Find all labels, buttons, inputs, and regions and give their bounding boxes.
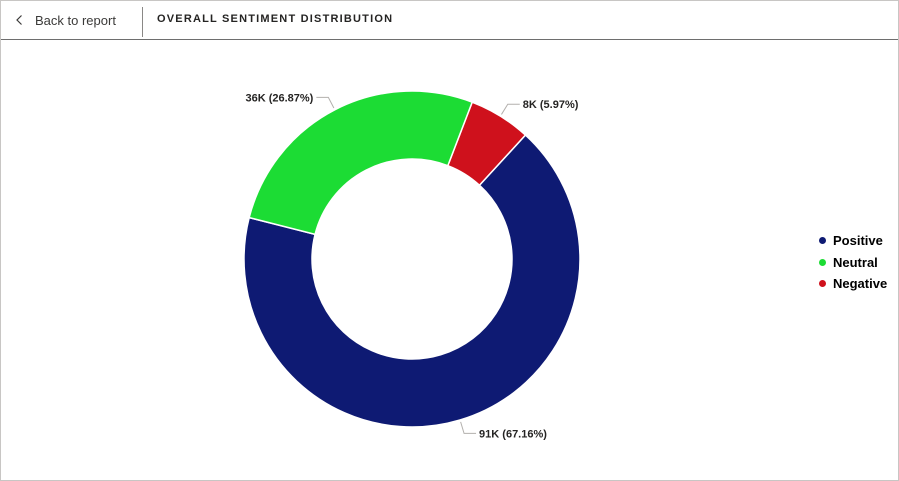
- focus-mode-header: Back to report OVERALL SENTIMENT DISTRIB…: [1, 1, 898, 40]
- legend-item-negative[interactable]: Negative: [819, 273, 887, 295]
- chevron-left-icon: [15, 14, 25, 26]
- legend-marker: [819, 258, 826, 266]
- header-divider: [142, 7, 143, 37]
- back-to-report-button[interactable]: Back to report: [15, 9, 116, 31]
- legend-marker: [819, 280, 826, 288]
- donut-slice-neutral[interactable]: [248, 90, 474, 236]
- chart-legend: Positive Neutral Negative: [819, 230, 887, 295]
- leader-line-negative: [501, 103, 520, 115]
- legend-label: Negative: [833, 276, 888, 292]
- legend-item-neutral[interactable]: Neutral: [819, 252, 887, 274]
- legend-item-positive[interactable]: Positive: [819, 230, 887, 252]
- donut-chart-visual: 8K (5.97%) 91K (67.16%) 36K (26.87%) Posit…: [1, 40, 898, 480]
- legend-label: Positive: [833, 233, 883, 249]
- data-label-neutral: 36K (26.87%): [245, 92, 313, 104]
- leader-line-neutral: [316, 96, 335, 109]
- legend-label: Neutral: [833, 254, 878, 270]
- donut-slice-positive[interactable]: [243, 134, 581, 428]
- data-label-negative: 8K (5.97%): [523, 99, 579, 111]
- leader-line-positive: [460, 421, 477, 434]
- back-to-report-label: Back to report: [35, 12, 116, 28]
- donut-chart: 8K (5.97%) 91K (67.16%) 36K (26.87%): [243, 90, 581, 440]
- legend-marker: [819, 237, 826, 245]
- data-label-positive: 91K (67.16%): [479, 428, 547, 440]
- page-title: OVERALL SENTIMENT DISTRIBUTION: [157, 13, 394, 25]
